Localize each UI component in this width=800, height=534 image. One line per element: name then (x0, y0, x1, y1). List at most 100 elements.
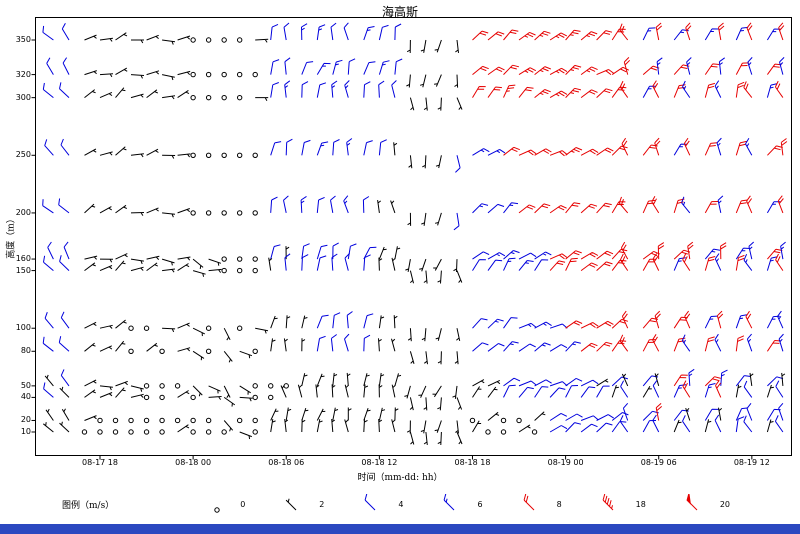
wind-barb (472, 65, 489, 75)
wind-barb (363, 408, 371, 421)
wind-barb (59, 255, 70, 271)
wind-barb (435, 328, 442, 341)
wind-barb (115, 32, 128, 41)
wind-barb (301, 139, 311, 156)
wind-barb (363, 140, 373, 156)
wind-barb (775, 253, 784, 271)
wind-barb (523, 494, 534, 511)
wind-barb (316, 244, 328, 260)
wind-barb (766, 201, 781, 214)
wind-barb (565, 29, 581, 41)
wind-barb (43, 255, 54, 271)
wind-barb (580, 251, 599, 260)
wind-barb (377, 200, 382, 213)
wind-barb (347, 243, 357, 260)
wind-barb (130, 153, 144, 158)
wind-barb (565, 385, 579, 398)
wind-barb (681, 196, 691, 214)
wind-barb (472, 318, 488, 329)
wind-barb (315, 384, 320, 398)
wind-barb (518, 424, 531, 433)
wind-barb (177, 70, 191, 76)
wind-barb (44, 374, 54, 387)
barb-row-200 (42, 195, 784, 231)
wind-barb (503, 250, 520, 260)
wind-barb (518, 380, 537, 387)
wind-barb (619, 23, 629, 41)
wind-barb (130, 385, 144, 392)
wind-barb (518, 204, 536, 214)
calm-circle-marker (190, 94, 196, 101)
wind-barb (43, 382, 54, 398)
wind-barb (682, 253, 691, 271)
wind-barb (99, 385, 113, 391)
wind-barb (716, 137, 722, 156)
wind-barb (437, 97, 442, 111)
wind-barb (534, 379, 552, 387)
wind-barb (683, 137, 691, 156)
wind-barb (58, 198, 70, 214)
x-tick-label: 08-19 12 (733, 458, 770, 467)
wind-barb (444, 494, 455, 511)
wind-barb (673, 84, 686, 98)
wind-barb (774, 80, 784, 98)
wind-barb (177, 263, 190, 272)
wind-barb (59, 386, 70, 398)
wind-barb (115, 260, 126, 271)
wind-barb (654, 373, 660, 387)
wind-barb (503, 317, 518, 329)
wind-barb (42, 199, 54, 214)
wind-barb (407, 328, 412, 342)
wind-barb (420, 420, 427, 434)
wind-barb (434, 74, 442, 87)
wind-barb (565, 64, 582, 75)
wind-barb (391, 419, 396, 433)
wind-barb (686, 57, 692, 75)
wind-barb (270, 408, 279, 421)
calm-circle-marker (268, 383, 274, 389)
wind-barb (656, 57, 663, 75)
wind-barb (437, 431, 442, 446)
wind-barb (423, 270, 428, 284)
y-tick-label: 300 (15, 92, 31, 102)
wind-barb (623, 57, 631, 75)
wind-barb (115, 67, 128, 76)
wind-barb (487, 203, 505, 214)
wind-barb (316, 408, 326, 421)
wind-barb (714, 414, 722, 433)
y-tick-label: 350 (15, 35, 31, 44)
legend-item-label: 8 (556, 499, 562, 509)
wind-barb (344, 333, 350, 352)
wind-barb (363, 418, 368, 433)
wind-barb (115, 387, 126, 398)
y-tick-label: 250 (15, 150, 31, 160)
wind-barb (748, 241, 755, 260)
wind-barb (472, 379, 485, 387)
wind-barb (580, 415, 599, 421)
wind-barb (99, 392, 113, 398)
calm-circle-marker (81, 429, 88, 435)
calm-circle-marker (159, 383, 165, 389)
wind-barb (652, 380, 660, 398)
wind-barb (394, 246, 401, 260)
calm-circle-marker (143, 417, 150, 424)
wind-barb (743, 380, 753, 398)
legend-item-18: 18 (600, 494, 646, 514)
wind-barb (405, 259, 411, 272)
calm-circle-marker (236, 152, 243, 158)
wind-barb (472, 203, 489, 214)
wind-barb (99, 324, 113, 329)
wind-barb (596, 341, 613, 352)
wind-barb (735, 254, 745, 271)
wind-barb (407, 212, 412, 226)
wind-barb (503, 377, 521, 387)
wind-barb (115, 319, 127, 329)
wind-barb (534, 30, 551, 41)
calm-circle-marker (214, 507, 220, 513)
calm-circle-marker (190, 210, 196, 216)
wind-barb (766, 28, 781, 41)
wind-barb (192, 385, 203, 397)
wind-barb (766, 419, 774, 433)
wind-barb (363, 61, 376, 75)
